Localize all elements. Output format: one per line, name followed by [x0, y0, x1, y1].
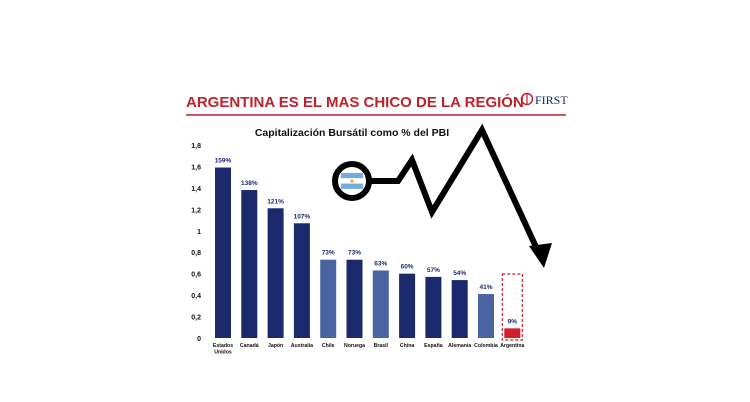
data-label: 107% — [294, 213, 311, 220]
bar-series — [215, 167, 521, 338]
bar — [293, 223, 310, 338]
data-label: 159% — [215, 158, 232, 165]
flag-stripe-top — [341, 173, 363, 179]
slide-headline: ARGENTINA ES EL MAS CHICO DE LA REGIÓN — [186, 93, 524, 111]
first-logo: FIRST — [520, 92, 568, 107]
chart-title: Capitalización Bursátil como % del PBI — [255, 127, 449, 139]
bar — [451, 280, 468, 338]
y-tick-label: 0,4 — [191, 293, 201, 300]
bar — [346, 259, 363, 338]
data-label: 60% — [401, 264, 414, 271]
bar — [320, 259, 337, 338]
data-labels: 159% 138% 121% 107% 73% 73% 63% 60% 57% 54% 41% 9% — [215, 158, 518, 326]
y-axis: 0 0,2 0,4 0,6 0,8 1 1,2 1,4 1,6 1,8 — [191, 143, 201, 343]
data-label: 138% — [241, 180, 258, 187]
y-tick-label: 1,8 — [191, 143, 201, 150]
bar — [215, 167, 231, 338]
x-tick-label: Japón — [268, 343, 283, 349]
y-tick-label: 1,4 — [191, 186, 201, 193]
bar — [372, 270, 389, 338]
y-tick-label: 0 — [197, 336, 201, 343]
x-tick-label: Noruega — [344, 343, 365, 349]
bar — [267, 208, 284, 338]
y-tick-label: 0,8 — [191, 250, 201, 257]
x-tick-label: Chile — [322, 343, 335, 349]
data-label: 73% — [348, 250, 361, 257]
y-tick-label: 1 — [197, 229, 201, 236]
bar — [241, 190, 258, 338]
data-label: 73% — [322, 250, 335, 257]
y-tick-label: 1,2 — [191, 207, 201, 214]
x-tick-label: China — [400, 343, 415, 349]
argentina-flag-icon — [341, 173, 363, 189]
data-label: 57% — [427, 267, 440, 274]
data-label: 63% — [374, 260, 387, 267]
x-tick-label: Alemania — [448, 343, 471, 349]
logo-text: FIRST — [535, 93, 568, 107]
bar — [399, 273, 416, 338]
flag-sun-icon — [350, 179, 354, 183]
logo-emblem-icon — [520, 92, 534, 106]
arrow-line — [368, 123, 545, 262]
x-tick-label: Australia — [291, 343, 313, 349]
data-label: 54% — [453, 270, 466, 277]
bar — [478, 294, 494, 338]
arrow-head-icon — [529, 243, 552, 268]
x-tick-label: España — [424, 343, 443, 349]
bar — [504, 328, 521, 338]
downward-trend-arrow — [332, 123, 552, 268]
data-label: 9% — [508, 318, 518, 325]
argentina-highlight-box — [501, 273, 523, 341]
y-tick-label: 1,6 — [191, 164, 201, 171]
y-tick-label: 0,6 — [191, 272, 201, 279]
bar — [425, 276, 442, 338]
data-label: 41% — [479, 284, 492, 291]
x-tick-label: Brasil — [374, 343, 389, 349]
x-tick-label: Estados Unidos — [213, 343, 233, 356]
x-tick-label: Canadá — [240, 343, 259, 349]
x-tick-label: Colombia — [474, 343, 498, 349]
data-label: 121% — [267, 198, 284, 205]
flag-stripe-bottom — [341, 183, 363, 189]
x-tick-label: Argentina — [500, 343, 524, 349]
y-tick-label: 0,2 — [191, 315, 201, 322]
x-axis-labels: Estados Unidos Canadá Japón Australia Chile No… — [213, 343, 525, 356]
